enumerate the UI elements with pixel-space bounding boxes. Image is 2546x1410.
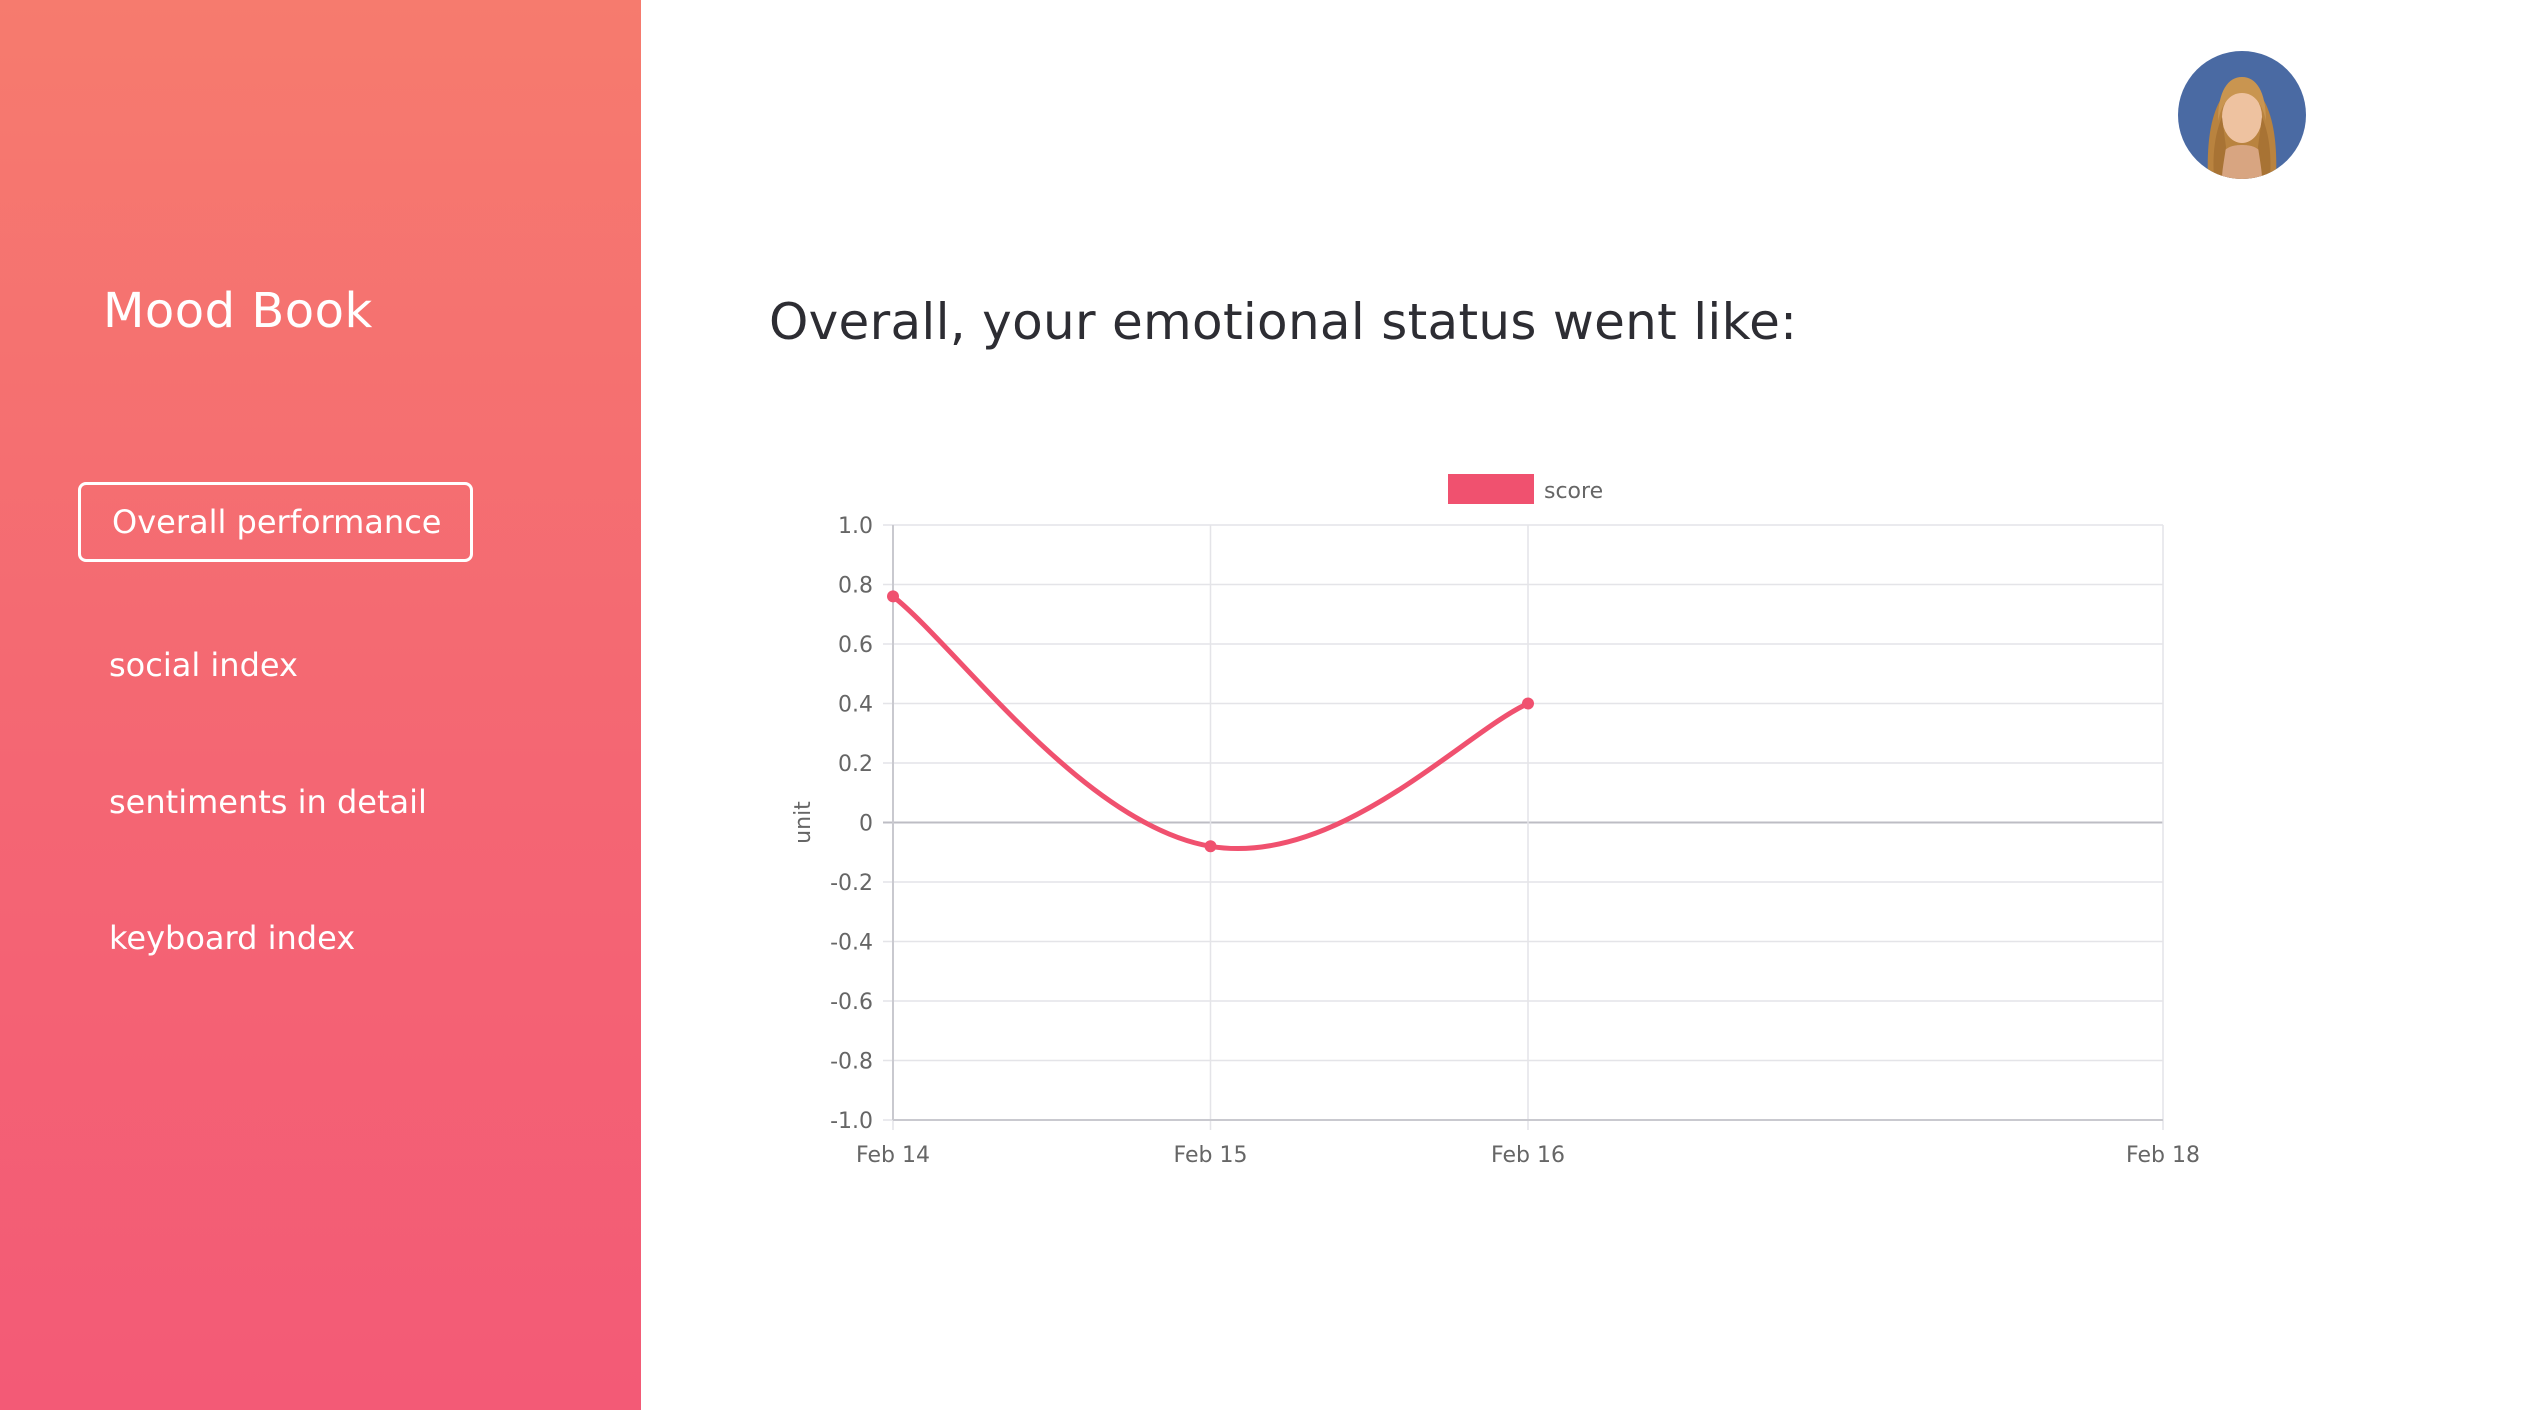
y-tick-label: 0.6: [838, 633, 873, 658]
x-tick-label: Feb 14: [856, 1143, 930, 1168]
brand-title: Mood Book: [103, 283, 373, 339]
emotional-status-chart: 1.0 0.8 0.6 0.4 0.2 0 -0.2 -0.4 -0.6 -0.8 -1.0 Feb …: [791, 474, 2200, 1168]
y-tick-label: 0: [859, 812, 873, 837]
avatar-photo: [2178, 51, 2306, 179]
user-avatar[interactable]: [2178, 51, 2306, 179]
x-tick-label: Feb 18: [2126, 1143, 2200, 1168]
y-tick-label: 0.8: [838, 574, 873, 599]
y-tick-label: -0.4: [830, 931, 873, 956]
legend-swatch: [1448, 474, 1534, 504]
page-headline: Overall, your emotional status went like…: [769, 293, 1798, 351]
sidebar-nav: Overall performance social index sentime…: [0, 0, 641, 1410]
nav-item-keyboard-index[interactable]: keyboard index: [109, 919, 356, 957]
data-point: [1522, 697, 1534, 710]
nav-item-social-index[interactable]: social index: [109, 646, 298, 684]
nav-item-overall-performance[interactable]: Overall performance: [78, 482, 473, 562]
nav-item-sentiments-in-detail[interactable]: sentiments in detail: [109, 783, 427, 821]
data-point: [1204, 840, 1217, 853]
y-tick-label: -0.2: [830, 871, 873, 896]
sidebar: Mood Book Overall performance social ind…: [0, 0, 641, 1410]
x-tick-label: Feb 16: [1491, 1143, 1565, 1168]
x-tick-label: Feb 15: [1174, 1143, 1248, 1168]
y-tick-label: -1.0: [830, 1109, 873, 1134]
chart-axes: 1.0 0.8 0.6 0.4 0.2 0 -0.2 -0.4 -0.6 -0.8 -1.0 Feb …: [791, 514, 2200, 1168]
y-tick-label: -0.8: [830, 1050, 873, 1075]
y-tick-label: 1.0: [838, 514, 873, 539]
chart-series: [887, 590, 1534, 853]
y-tick-label: 0.4: [838, 693, 873, 718]
y-tick-label: -0.6: [830, 990, 873, 1015]
chart-legend[interactable]: score: [1448, 474, 1603, 504]
y-axis-title: unit: [791, 801, 816, 844]
legend-label: score: [1544, 479, 1603, 504]
chart-grid: [883, 524, 2164, 1130]
data-point: [887, 590, 899, 603]
y-tick-label: 0.2: [838, 752, 873, 777]
